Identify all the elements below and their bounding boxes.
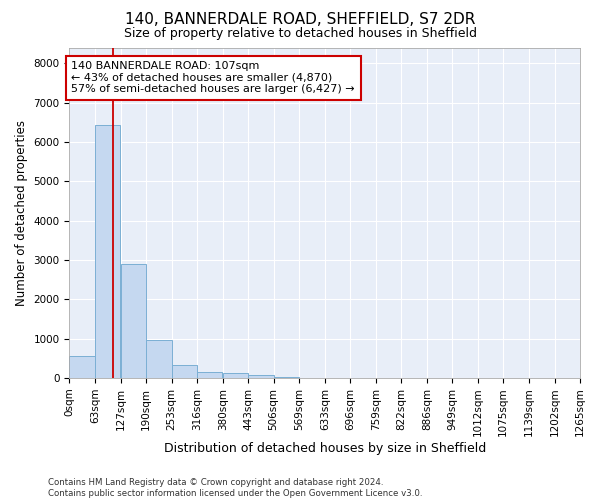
Bar [70, 356, 95, 378]
Text: Size of property relative to detached houses in Sheffield: Size of property relative to detached ho… [124, 28, 476, 40]
Bar [95, 126, 120, 378]
X-axis label: Distribution of detached houses by size in Sheffield: Distribution of detached houses by size … [164, 442, 486, 455]
Bar [197, 372, 223, 378]
Y-axis label: Number of detached properties: Number of detached properties [15, 120, 28, 306]
Bar [248, 375, 274, 378]
Bar [223, 374, 248, 378]
Bar [146, 340, 172, 378]
Text: 140 BANNERDALE ROAD: 107sqm
← 43% of detached houses are smaller (4,870)
57% of : 140 BANNERDALE ROAD: 107sqm ← 43% of det… [71, 62, 355, 94]
Bar [172, 364, 197, 378]
Text: Contains HM Land Registry data © Crown copyright and database right 2024.
Contai: Contains HM Land Registry data © Crown c… [48, 478, 422, 498]
Bar [121, 264, 146, 378]
Text: 140, BANNERDALE ROAD, SHEFFIELD, S7 2DR: 140, BANNERDALE ROAD, SHEFFIELD, S7 2DR [125, 12, 475, 28]
